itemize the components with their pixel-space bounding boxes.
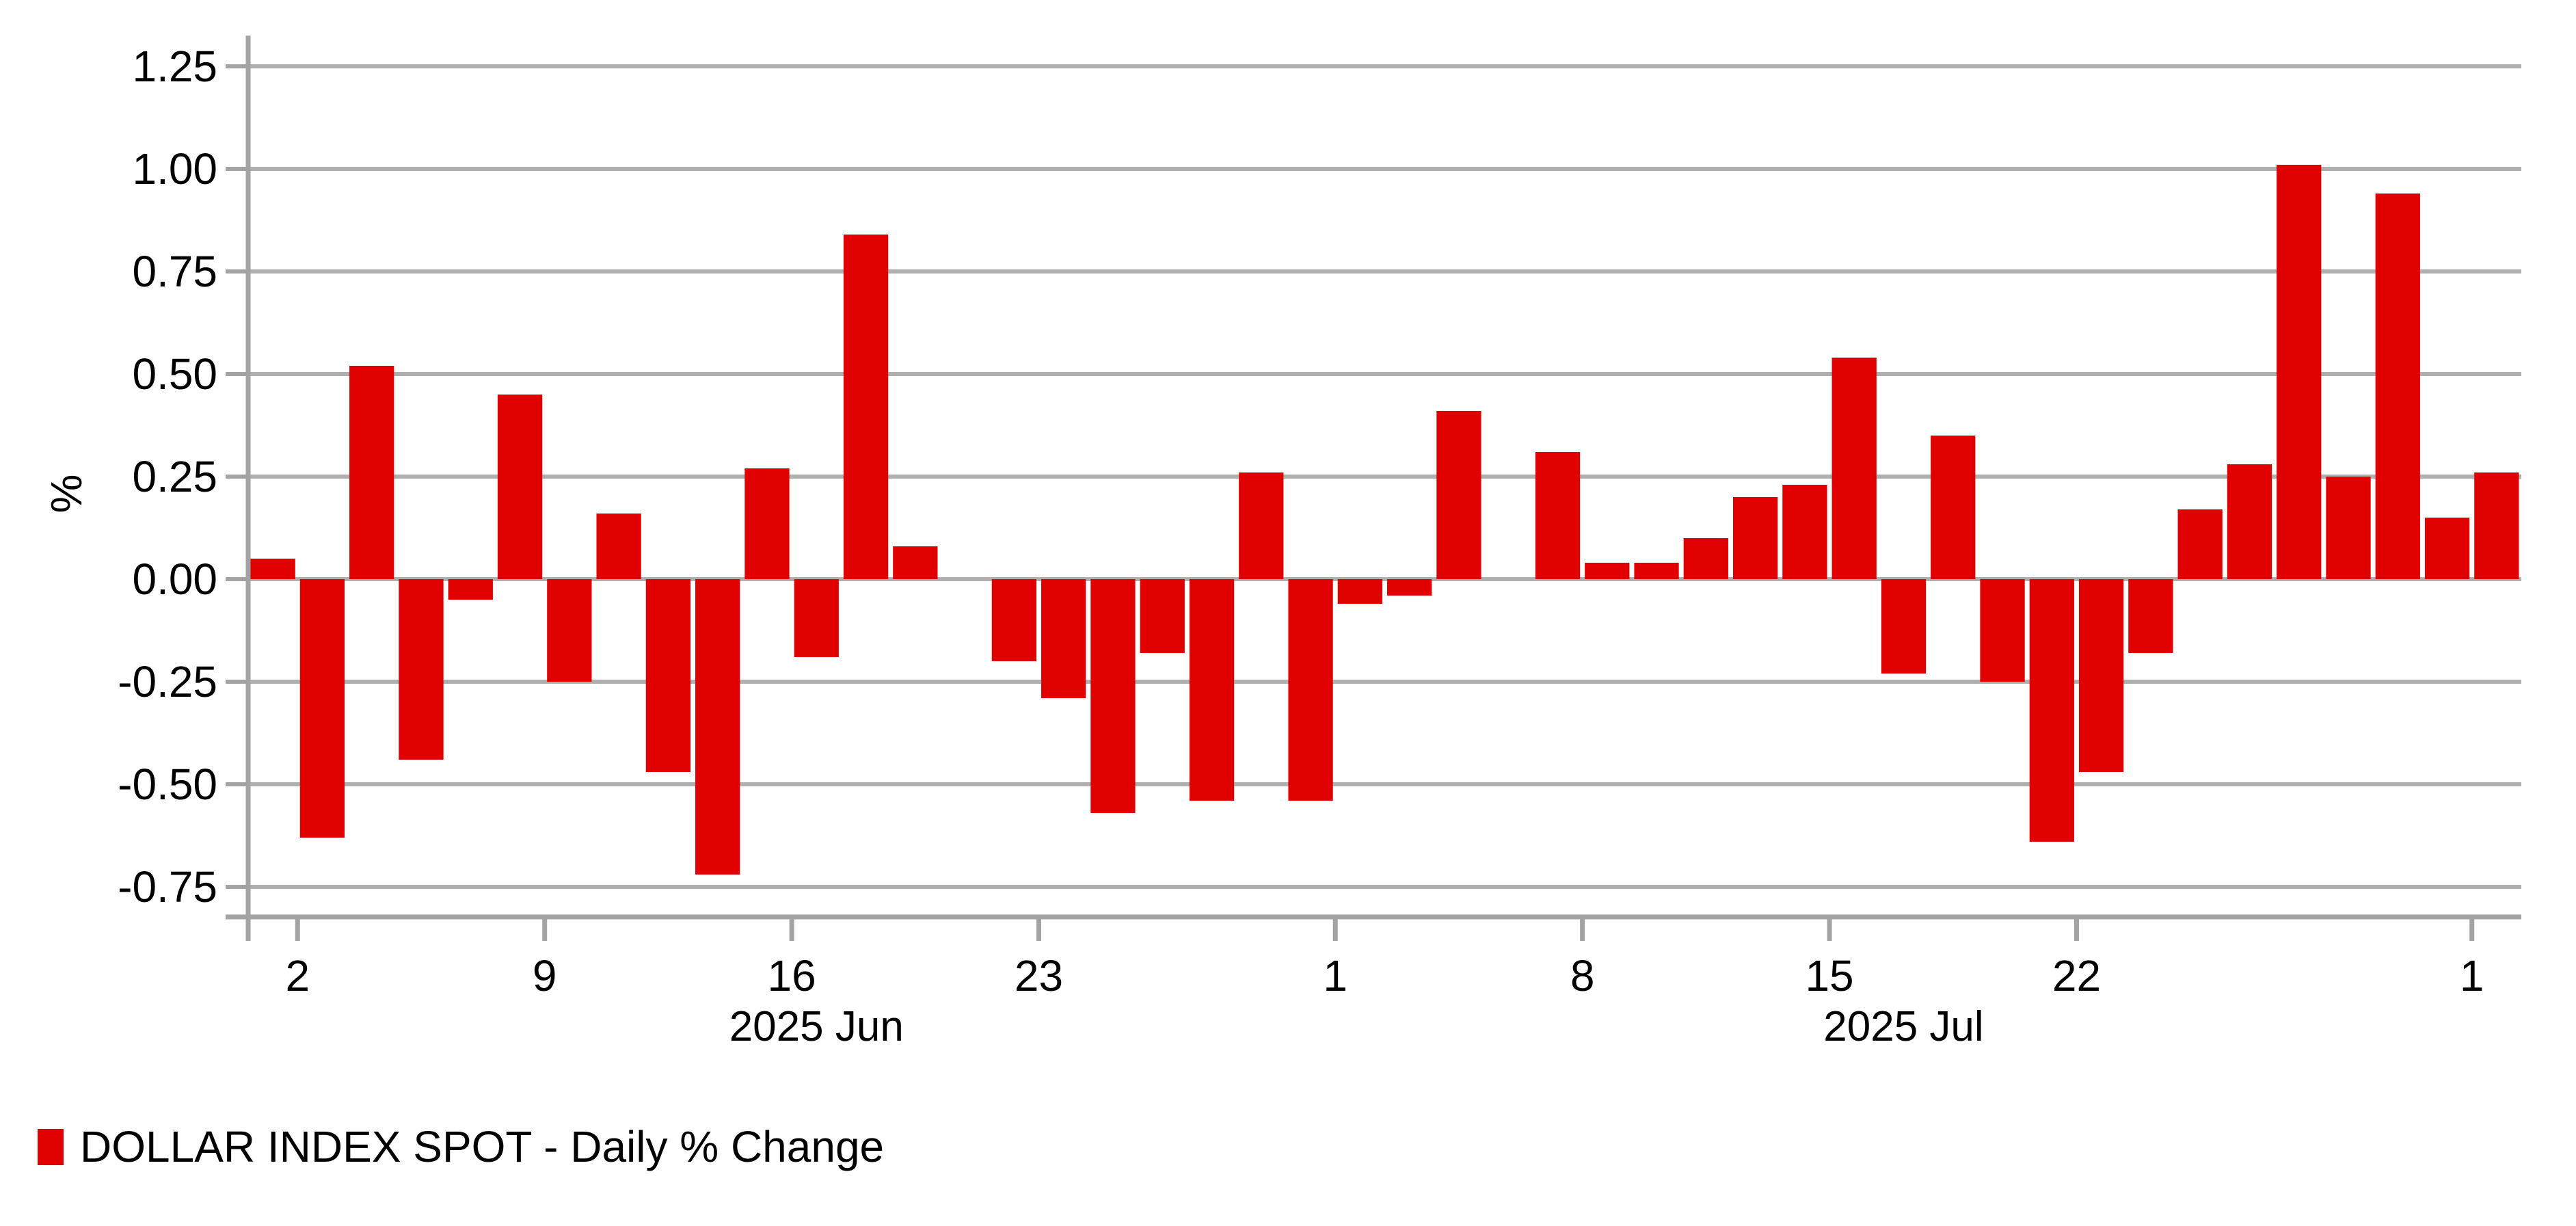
- y-axis-tick: [226, 475, 248, 479]
- x-axis-tick: [295, 917, 300, 941]
- x-axis-tick: [1827, 917, 1832, 941]
- y-tick-label: -0.25: [118, 657, 217, 706]
- x-axis-tick: [2469, 917, 2475, 941]
- grid-line: [248, 269, 2521, 274]
- bar-Jun-24: [1090, 579, 1136, 813]
- y-tick-label: 0.75: [132, 247, 217, 296]
- bar-Jul-14: [1782, 485, 1827, 579]
- x-axis-tick: [1332, 917, 1338, 941]
- bar-Jun-26: [1189, 579, 1235, 801]
- x-axis-tick: [789, 917, 794, 941]
- bar-Jun-16: [794, 579, 839, 657]
- y-tick-label: 0.50: [132, 349, 217, 399]
- bar-Jul-16: [1881, 579, 1927, 674]
- y-tick-label: -0.75: [118, 862, 217, 911]
- grid-line: [248, 167, 2521, 171]
- x-axis-line: [226, 914, 2521, 920]
- bar-Jul-10: [1683, 538, 1728, 579]
- x-tick-label: 16: [768, 951, 816, 1000]
- bar-Jul-7: [1535, 452, 1581, 579]
- bar-Jul-31: [2424, 518, 2470, 579]
- bar-Jul-24: [2177, 509, 2223, 579]
- y-tick-label: 1.00: [132, 144, 217, 194]
- bar-Jun-23: [1041, 579, 1086, 698]
- x-axis-tick: [2074, 917, 2079, 941]
- bar-Jul-2: [1387, 579, 1432, 596]
- bar-Jun-18: [893, 546, 938, 579]
- bar-Jun-12: [695, 579, 740, 875]
- y-tick-label: 1.25: [132, 42, 217, 91]
- bar-Jun-10: [596, 514, 641, 579]
- legend-label: DOLLAR INDEX SPOT - Daily % Change: [80, 1122, 885, 1171]
- bar-Jul-21: [2029, 579, 2074, 842]
- bar-Jul-15: [1832, 358, 1877, 579]
- grid-line: [248, 372, 2521, 376]
- bar-Jun-13: [744, 468, 790, 579]
- bar-Jun-27: [1239, 472, 1284, 579]
- bar-Jul-30: [2375, 194, 2420, 579]
- y-tick-label: -0.50: [118, 760, 217, 809]
- grid-line: [248, 64, 2521, 68]
- x-axis-tick: [1580, 917, 1585, 941]
- month-label: 2025 Jul: [1823, 1003, 1983, 1050]
- grid-line: [248, 577, 2521, 581]
- bar-May-30: [250, 559, 295, 579]
- bar-Jun-4: [399, 579, 444, 760]
- y-axis-tick: [226, 885, 248, 889]
- bar-Jul-25: [2227, 464, 2272, 579]
- bar-Jun-25: [1140, 579, 1185, 653]
- bar-Jun-6: [497, 395, 543, 579]
- grid-line: [248, 475, 2521, 479]
- bar-Jul-3: [1436, 411, 1481, 579]
- bar-Jul-18: [1980, 579, 2025, 682]
- y-axis-tick: [226, 782, 248, 786]
- bar-Jul-8: [1585, 563, 1630, 579]
- bar-Jun-11: [645, 579, 691, 772]
- x-tick-label: 9: [533, 951, 557, 1000]
- grid-line: [248, 885, 2521, 889]
- legend: DOLLAR INDEX SPOT - Daily % Change: [38, 1125, 884, 1169]
- y-axis-tick: [226, 372, 248, 376]
- y-axis-tick: [226, 577, 248, 581]
- bar-Aug-1: [2474, 472, 2519, 579]
- x-tick-label: 2: [285, 951, 310, 1000]
- bar-Jul-1: [1337, 579, 1382, 604]
- bar-Jul-9: [1634, 563, 1679, 579]
- y-axis-tick: [226, 167, 248, 171]
- bar-Jul-28: [2277, 165, 2322, 579]
- bar-Jul-29: [2326, 477, 2371, 579]
- bar-Jun-30: [1288, 579, 1333, 801]
- y-tick-label: 0.00: [132, 555, 217, 604]
- grid-line: [248, 680, 2521, 684]
- bar-Jul-22: [2078, 579, 2124, 772]
- bar-Jun-9: [547, 579, 592, 682]
- bar-Jun-17: [843, 235, 889, 579]
- y-axis-tick: [226, 680, 248, 684]
- x-axis-tick: [1036, 917, 1042, 941]
- y-tick-label: 0.25: [132, 452, 217, 501]
- y-axis-label: %: [42, 474, 91, 514]
- x-tick-label: 22: [2052, 951, 2101, 1000]
- bar-Jul-17: [1931, 436, 1976, 579]
- x-tick-label: 8: [1570, 951, 1595, 1000]
- bar-Jul-11: [1732, 497, 1778, 579]
- bar-Jun-20: [991, 579, 1037, 661]
- y-axis-tick: [226, 64, 248, 68]
- bar-Jun-3: [349, 366, 394, 579]
- grid-line: [248, 782, 2521, 786]
- bar-Jul-23: [2128, 579, 2173, 653]
- bar-Jun-5: [448, 579, 493, 600]
- legend-swatch-icon: [38, 1128, 64, 1165]
- x-tick-label: 1: [1323, 951, 1347, 1000]
- x-axis-tick: [542, 917, 548, 941]
- x-tick-label: 1: [2460, 951, 2484, 1000]
- x-tick-label: 23: [1015, 951, 1063, 1000]
- bar-Jun-2: [299, 579, 345, 838]
- month-label: 2025 Jun: [729, 1003, 904, 1050]
- x-tick-label: 15: [1805, 951, 1853, 1000]
- y-axis-spine: [245, 36, 251, 941]
- y-axis-tick: [226, 269, 248, 274]
